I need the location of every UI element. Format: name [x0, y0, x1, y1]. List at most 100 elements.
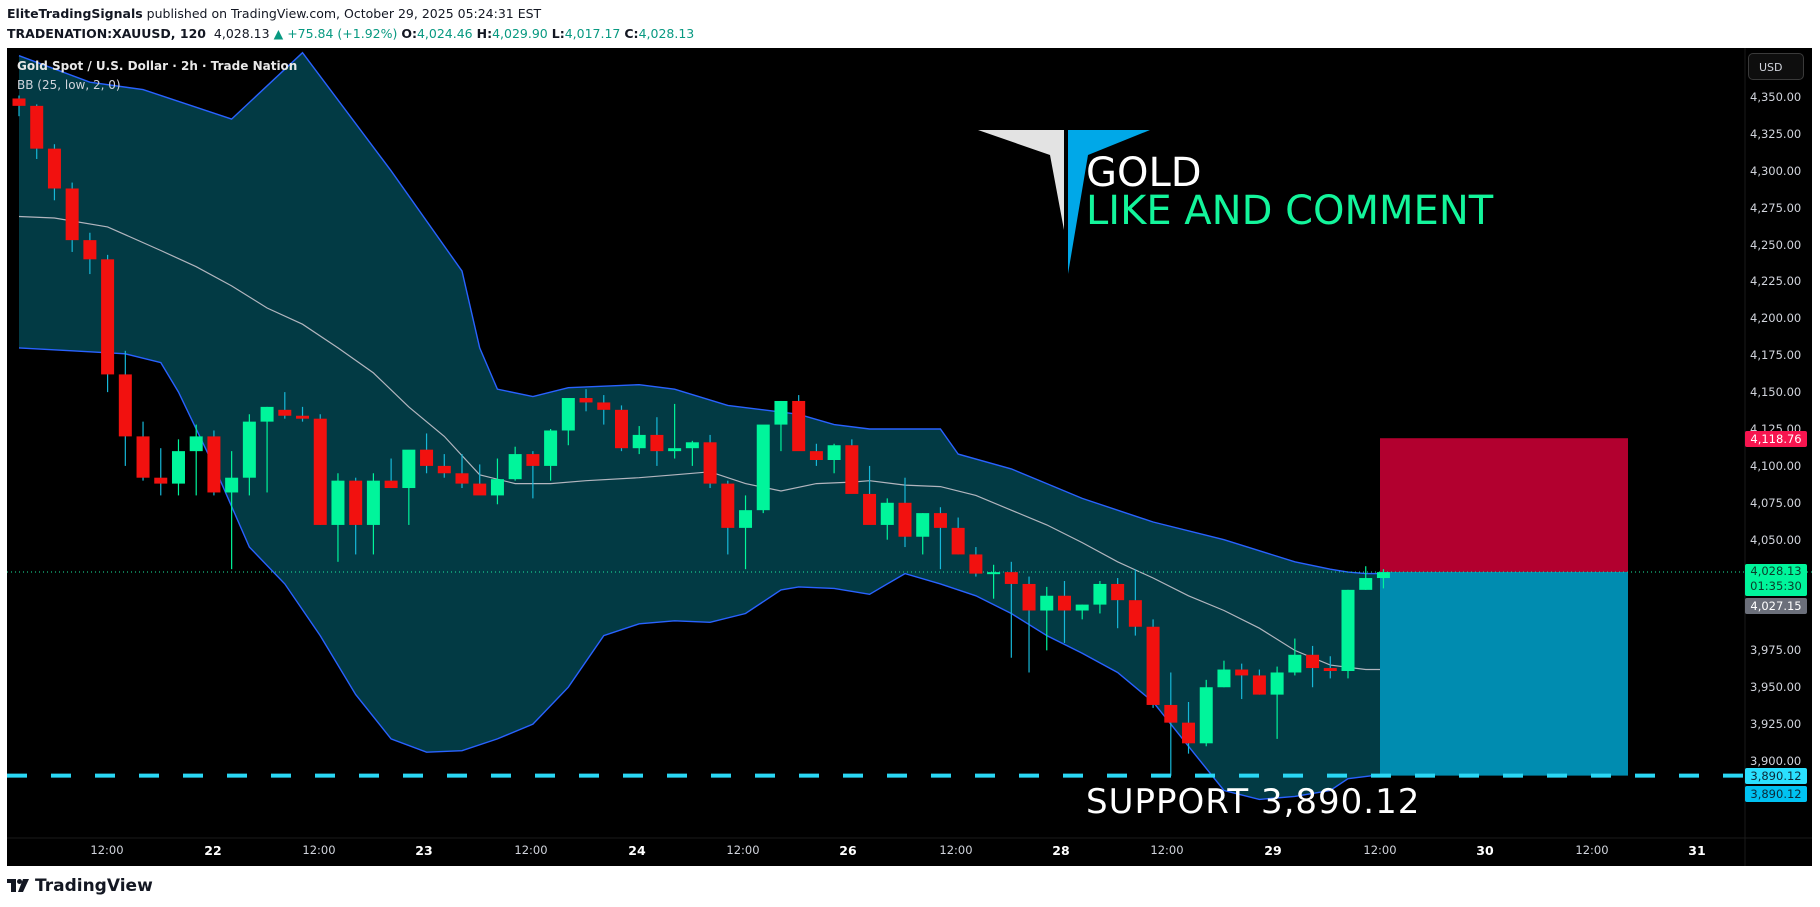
candle-body [544, 430, 558, 466]
candle-body [101, 259, 115, 375]
currency-button[interactable]: USD [1748, 53, 1804, 80]
logo-mark-right [1068, 130, 1150, 274]
open-label: O: [401, 26, 417, 41]
time-tick-label: 26 [839, 843, 857, 858]
candle-body [508, 454, 522, 480]
time-tick-label: 24 [628, 843, 646, 858]
candle-body [1057, 595, 1071, 611]
tradingview-logo-icon [7, 879, 29, 892]
candle-body [136, 436, 150, 478]
indicator-legend[interactable]: BB (25, low, 2, 0) [17, 78, 121, 92]
bollinger-basis-line [18, 215, 1384, 671]
price-change: +75.84 (+1.92%) [287, 26, 398, 41]
chart-panel[interactable] [7, 48, 1812, 866]
candle-body [668, 448, 682, 452]
triangle-up-icon: ▲ [273, 26, 284, 41]
close-label: C: [624, 26, 639, 41]
candle-body [1093, 583, 1107, 605]
candle-body [225, 477, 239, 493]
time-tick-label: 12:00 [1575, 843, 1609, 857]
candle-body [260, 406, 274, 422]
candle-body [1323, 668, 1337, 672]
price-tick-label: 4,200.00 [1750, 311, 1802, 326]
last-price-value: 4,028.13 [1750, 564, 1802, 578]
time-tick-label: 12:00 [90, 843, 124, 857]
price-tick-label: 4,325.00 [1750, 126, 1802, 141]
chart-legend-title: Gold Spot / U.S. Dollar · 2h · Trade Nat… [17, 59, 298, 73]
candle-body [1199, 687, 1213, 744]
candle-body [420, 449, 434, 466]
candle-body [118, 374, 132, 437]
candle-body [1182, 722, 1196, 744]
candle-body [189, 436, 203, 452]
support-tag-1: 3,890.12 [1745, 768, 1807, 784]
high-label: H: [476, 26, 493, 41]
time-tick-label: 12:00 [302, 843, 336, 857]
candle-body [171, 451, 185, 484]
candle-body [437, 465, 451, 474]
price-tick-label: 4,275.00 [1750, 200, 1802, 215]
tradingview-brand[interactable]: TradingView [7, 876, 153, 896]
candle-body [1040, 595, 1054, 611]
candle-body [916, 513, 930, 537]
time-tick-label: 31 [1688, 843, 1706, 858]
price-tick-label: 4,150.00 [1750, 385, 1802, 400]
candle-body [597, 402, 611, 410]
bb-upper-tag: 4,027.15 [1745, 598, 1807, 614]
candle-body [650, 434, 664, 452]
candle-body [703, 442, 717, 484]
bar-countdown: 01:35:30 [1750, 579, 1802, 593]
price-tick-label: 4,050.00 [1750, 532, 1802, 547]
stop-loss-zone [1380, 438, 1628, 572]
time-tick-label: 12:00 [1363, 843, 1397, 857]
candle-body [632, 434, 646, 449]
candle-body [331, 480, 345, 525]
candle-body [349, 480, 363, 525]
logo-subtitle: LIKE AND COMMENT [1086, 188, 1494, 234]
publish-date: published on TradingView.com, October 29… [146, 6, 542, 21]
price-tick-label: 4,225.00 [1750, 274, 1802, 289]
price-tick-label: 4,175.00 [1750, 348, 1802, 363]
candle-body [1376, 572, 1390, 579]
candle-body [1252, 675, 1266, 695]
candle-body [1288, 654, 1302, 673]
candle-body [827, 445, 841, 460]
candle-body [473, 483, 487, 496]
time-tick-label: 23 [415, 843, 433, 858]
candlestick-chart[interactable] [7, 48, 1812, 866]
candle-body [12, 98, 26, 106]
time-tick-label: 29 [1264, 843, 1282, 858]
logo-title: GOLD [1086, 150, 1202, 196]
time-tick-label: 12:00 [726, 843, 760, 857]
candle-body [561, 398, 575, 431]
candle-body [863, 493, 877, 525]
time-tick-label: 28 [1052, 843, 1070, 858]
author-name[interactable]: EliteTradingSignals [7, 6, 143, 21]
candle-body [47, 148, 61, 189]
time-tick-label: 12:00 [939, 843, 973, 857]
brand-name: TradingView [35, 876, 153, 896]
price-tick-label: 3,975.00 [1750, 643, 1802, 658]
candle-body [951, 527, 965, 555]
candle-body [685, 442, 699, 449]
candle-body [1235, 669, 1249, 676]
candle-body [1075, 604, 1089, 611]
candle-body [614, 409, 628, 449]
candle-body [809, 451, 823, 460]
price-tick-label: 3,900.00 [1750, 754, 1802, 769]
candle-body [1306, 654, 1320, 669]
candle-body [490, 479, 504, 496]
candle-body [402, 449, 416, 489]
candle-body [65, 188, 79, 241]
candle-body [987, 572, 1001, 575]
price-tick-label: 4,250.00 [1750, 237, 1802, 252]
high-value: 4,029.90 [492, 26, 548, 41]
last-price-tag: 4,028.13 01:35:30 [1745, 564, 1807, 596]
candle-body [969, 554, 983, 574]
candle-body [455, 473, 469, 484]
candle-body [1164, 704, 1178, 723]
low-value: 4,017.17 [564, 26, 621, 41]
bollinger-band-fill [19, 52, 1384, 800]
candle-body [933, 513, 947, 528]
candle-body [296, 415, 310, 419]
